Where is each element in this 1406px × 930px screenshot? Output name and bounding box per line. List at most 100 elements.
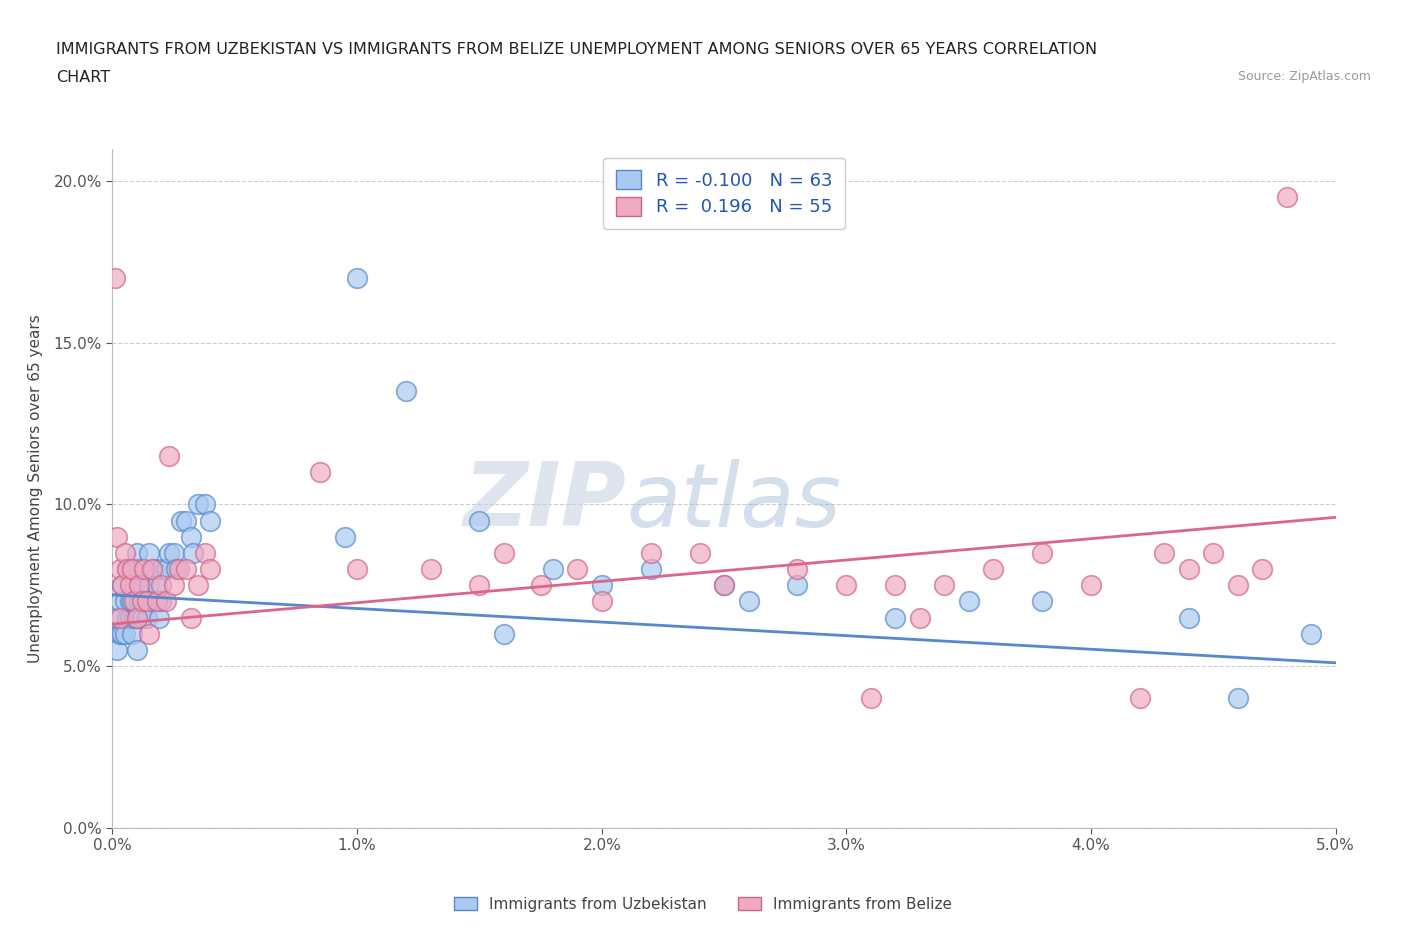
Point: [1275, 190, 1298, 205]
Point: [737, 594, 759, 609]
Point: [114, 626, 136, 641]
Point: [150, 578, 173, 592]
Point: [395, 384, 418, 399]
Point: [1031, 546, 1053, 561]
Point: [419, 562, 441, 577]
Point: [165, 562, 187, 577]
Point: [118, 562, 141, 577]
Point: [138, 626, 160, 641]
Point: [131, 594, 153, 609]
Text: CHART: CHART: [56, 70, 110, 85]
Point: [150, 594, 173, 609]
Point: [1301, 626, 1323, 641]
Point: [145, 578, 167, 592]
Point: [174, 562, 197, 577]
Point: [200, 513, 222, 528]
Point: [105, 529, 128, 544]
Point: [194, 497, 217, 512]
Point: [859, 691, 882, 706]
Point: [114, 594, 136, 609]
Point: [131, 610, 153, 625]
Point: [124, 594, 146, 609]
Point: [170, 513, 193, 528]
Point: [492, 546, 515, 561]
Point: [1153, 546, 1175, 561]
Point: [640, 562, 662, 577]
Point: [957, 594, 980, 609]
Point: [934, 578, 956, 592]
Text: Source: ZipAtlas.com: Source: ZipAtlas.com: [1237, 70, 1371, 83]
Point: [884, 610, 907, 625]
Point: [118, 610, 141, 625]
Point: [128, 562, 150, 577]
Point: [200, 562, 222, 577]
Point: [105, 643, 128, 658]
Point: [786, 578, 808, 592]
Point: [1226, 578, 1249, 592]
Point: [194, 546, 217, 561]
Point: [114, 546, 136, 561]
Point: [174, 513, 197, 528]
Point: [1080, 578, 1102, 592]
Point: [105, 610, 128, 625]
Point: [187, 578, 209, 592]
Point: [180, 529, 202, 544]
Point: [115, 562, 138, 577]
Point: [138, 546, 160, 561]
Point: [346, 271, 368, 286]
Point: [141, 594, 163, 609]
Point: [111, 626, 134, 641]
Point: [108, 626, 131, 641]
Point: [181, 546, 204, 561]
Point: [134, 594, 156, 609]
Point: [128, 578, 150, 592]
Point: [468, 578, 491, 592]
Legend: Immigrants from Uzbekistan, Immigrants from Belize: Immigrants from Uzbekistan, Immigrants f…: [449, 890, 957, 918]
Point: [1129, 691, 1152, 706]
Point: [121, 626, 143, 641]
Point: [121, 594, 143, 609]
Point: [908, 610, 931, 625]
Point: [150, 562, 173, 577]
Point: [180, 610, 202, 625]
Point: [108, 562, 131, 577]
Point: [121, 562, 143, 577]
Point: [118, 578, 141, 592]
Point: [1178, 610, 1201, 625]
Point: [111, 578, 134, 592]
Point: [163, 578, 186, 592]
Point: [346, 562, 368, 577]
Point: [155, 594, 177, 609]
Point: [125, 610, 148, 625]
Point: [492, 626, 515, 641]
Point: [530, 578, 553, 592]
Text: ZIP: ZIP: [464, 458, 626, 545]
Point: [1251, 562, 1274, 577]
Point: [131, 578, 153, 592]
Point: [108, 594, 131, 609]
Y-axis label: Unemployment Among Seniors over 65 years: Unemployment Among Seniors over 65 years: [28, 314, 42, 662]
Point: [115, 562, 138, 577]
Point: [111, 578, 134, 592]
Point: [786, 562, 808, 577]
Point: [155, 562, 177, 577]
Legend: R = -0.100   N = 63, R =  0.196   N = 55: R = -0.100 N = 63, R = 0.196 N = 55: [603, 158, 845, 229]
Point: [128, 594, 150, 609]
Point: [713, 578, 735, 592]
Point: [884, 578, 907, 592]
Point: [187, 497, 209, 512]
Point: [143, 562, 166, 577]
Point: [1178, 562, 1201, 577]
Point: [333, 529, 356, 544]
Point: [138, 578, 160, 592]
Point: [157, 546, 180, 561]
Point: [1202, 546, 1225, 561]
Point: [981, 562, 1004, 577]
Point: [115, 610, 138, 625]
Point: [835, 578, 858, 592]
Point: [689, 546, 711, 561]
Point: [121, 562, 143, 577]
Point: [157, 448, 180, 463]
Point: [567, 562, 589, 577]
Point: [135, 594, 157, 609]
